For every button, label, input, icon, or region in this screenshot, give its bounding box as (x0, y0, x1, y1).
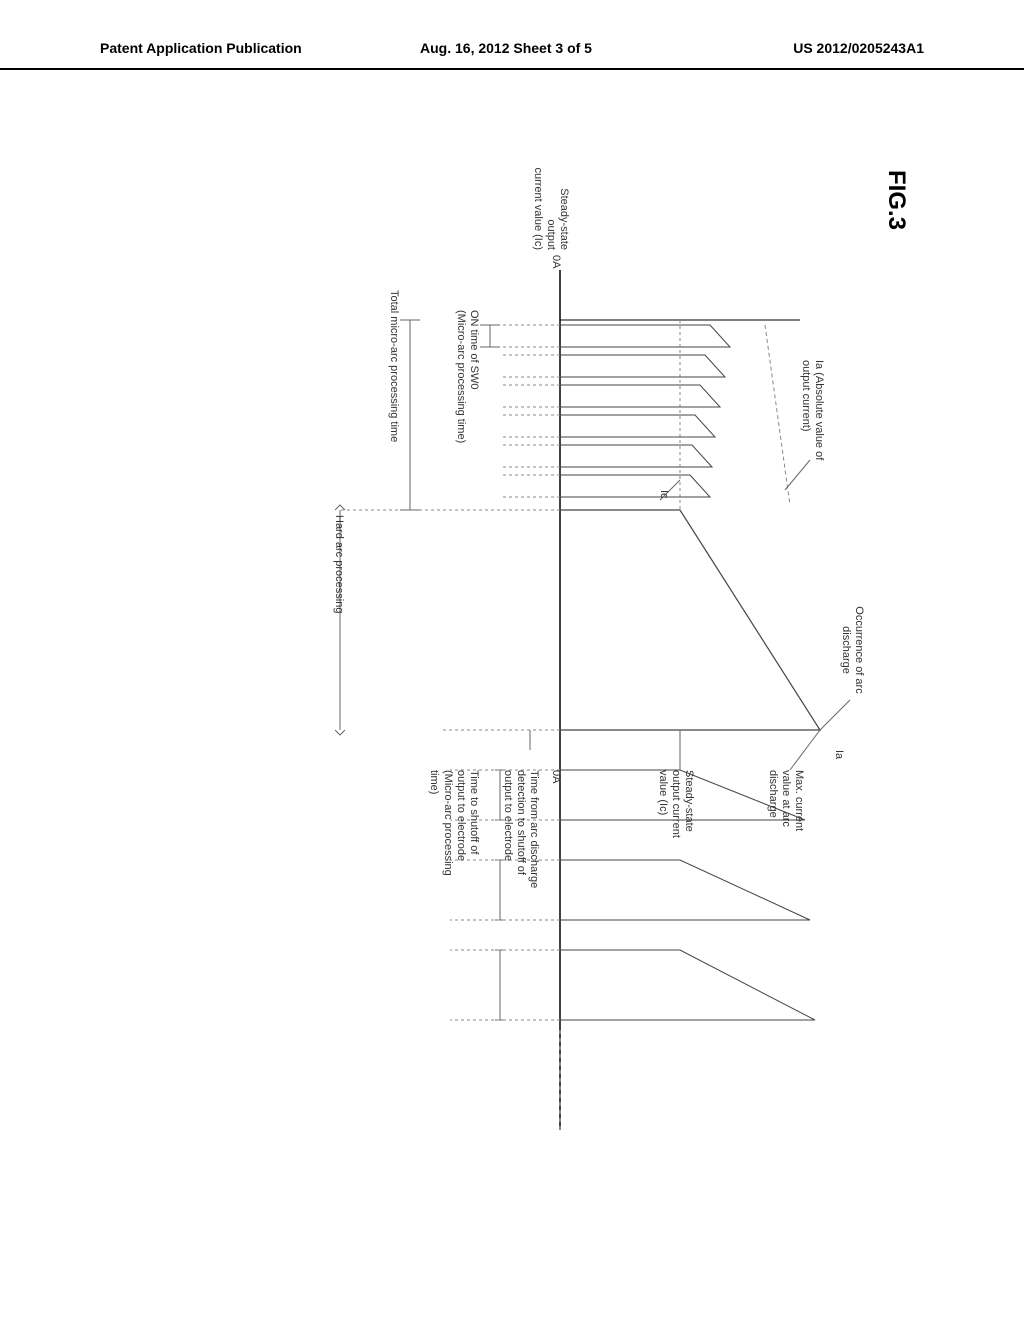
ic-label: Ic (657, 490, 670, 499)
total-micro-arc-label: Total micro-arc processing time (387, 290, 400, 490)
time-detection-label: Time from arc dischargedetection to shut… (500, 770, 540, 930)
figure-container: FIG.3 (100, 160, 920, 1210)
page-header: Patent Application Publication Aug. 16, … (0, 40, 1024, 70)
ylabel-steady-state: Steady-state outputcurrent value (Ic) (530, 160, 570, 250)
arc-occurrence-label: Occurrence of arcdischarge (839, 590, 865, 710)
max-current-label: Max. currentvalue at arcdischarge (765, 770, 805, 870)
hard-arc-label: Hard arc processing (332, 515, 345, 655)
ia-absolute-label: Ia (Absolute value ofoutput current) (799, 360, 825, 480)
ia-top-label: Ia (832, 750, 845, 759)
figure-label: FIG.3 (882, 170, 910, 230)
header-center: Aug. 16, 2012 Sheet 3 of 5 (420, 40, 592, 56)
on-time-sw0-label: ON time of SW0(Micro-arc processing time… (454, 310, 480, 490)
steady-state-right-label: Steady-stateoutput currentvalue (Ic) (655, 770, 695, 880)
arc-discharge-chart (140, 210, 860, 1170)
header-left: Patent Application Publication (100, 40, 302, 56)
rotated-figure: FIG.3 (100, 160, 920, 1210)
zero-label-left: 0A (549, 255, 562, 268)
zero-label-right: 0A (549, 770, 562, 783)
header-right: US 2012/0205243A1 (793, 40, 924, 56)
time-shutoff-label: Time to shutoff ofoutput to electrode(Mi… (427, 770, 480, 930)
